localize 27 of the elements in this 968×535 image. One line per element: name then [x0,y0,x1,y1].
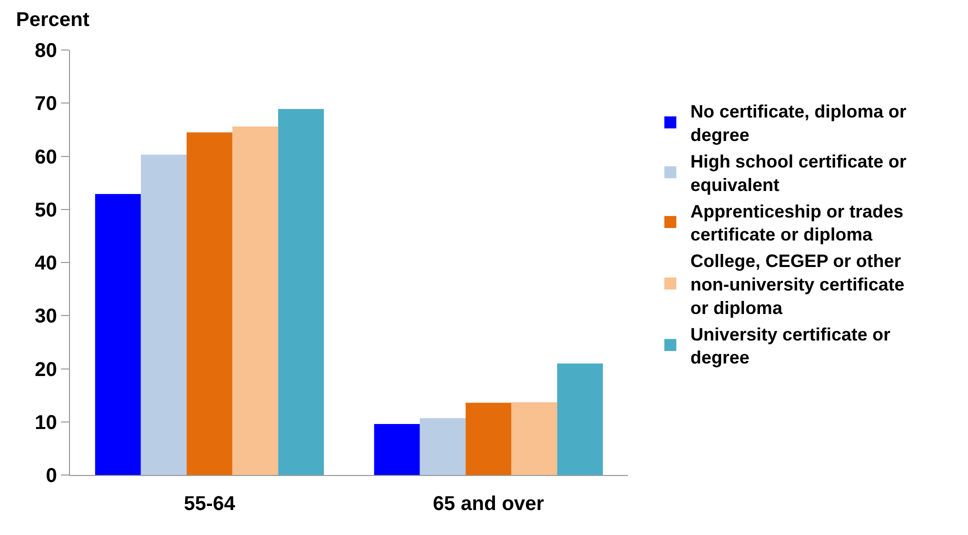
bar [95,194,141,475]
y-tick-label: 0 [46,465,57,487]
x-tick-label: 55-64 [184,493,236,515]
legend-label: High school certificate or equivalent [690,152,906,195]
y-tick-label: 30 [34,306,57,328]
y-tick-label: 60 [34,146,57,168]
legend-label: College, CEGEP or other non-university certificate or diploma [690,251,904,318]
bar [140,154,187,475]
legend-label: No certificate, diploma or degree [690,102,906,146]
legend-label: University certificate or degree [690,324,890,368]
bar [511,402,558,475]
y-tick-label: 70 [34,93,57,116]
x-tick-label: 65 and over [432,493,544,515]
legend-label: Apprenticeship or trades certificate or diploma [690,201,904,245]
bar [374,424,420,475]
y-tick-label: 20 [34,358,57,381]
bar [278,108,324,475]
y-tick-label: 80 [34,40,57,62]
bar [186,132,232,475]
y-tick-label: 10 [34,412,57,434]
y-axis-title: Percent [16,9,90,31]
y-tick-label: 50 [34,199,57,222]
bar [232,126,278,475]
y-tick-label: 40 [34,252,57,274]
bar [420,418,466,475]
bar [466,402,512,475]
bar [557,363,603,475]
